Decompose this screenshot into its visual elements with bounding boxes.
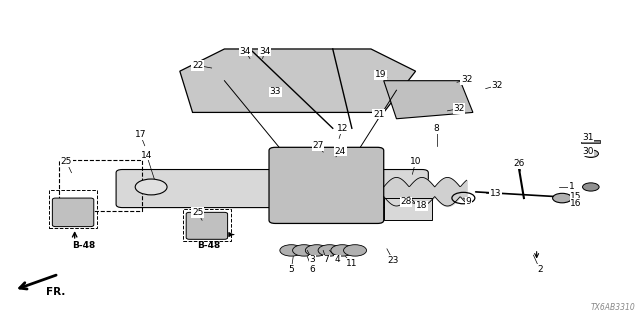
FancyBboxPatch shape bbox=[186, 212, 228, 239]
Text: 12: 12 bbox=[337, 124, 348, 133]
Text: 3: 3 bbox=[310, 255, 316, 264]
Text: 16: 16 bbox=[570, 199, 582, 208]
FancyBboxPatch shape bbox=[269, 147, 384, 223]
Text: 1: 1 bbox=[569, 182, 575, 191]
Text: TX6AB3310: TX6AB3310 bbox=[591, 303, 636, 312]
Circle shape bbox=[318, 245, 341, 256]
Circle shape bbox=[552, 193, 572, 203]
Text: 2: 2 bbox=[537, 265, 543, 274]
Text: 31: 31 bbox=[582, 133, 593, 142]
Circle shape bbox=[305, 245, 328, 256]
Text: FR.: FR. bbox=[46, 287, 65, 297]
Text: 5: 5 bbox=[289, 265, 294, 274]
Text: 4: 4 bbox=[335, 255, 340, 264]
Text: 18: 18 bbox=[416, 202, 428, 211]
Text: B-48: B-48 bbox=[72, 241, 96, 250]
Circle shape bbox=[583, 150, 598, 157]
Text: 24: 24 bbox=[335, 147, 346, 156]
Polygon shape bbox=[384, 81, 473, 119]
Text: 10: 10 bbox=[410, 157, 421, 166]
Text: 22: 22 bbox=[192, 61, 204, 70]
Text: 13: 13 bbox=[490, 189, 501, 198]
Text: 7: 7 bbox=[323, 255, 329, 264]
Bar bbox=[49, 190, 97, 228]
Text: 25: 25 bbox=[61, 157, 72, 166]
Circle shape bbox=[135, 179, 167, 195]
Circle shape bbox=[582, 183, 599, 191]
Text: 28: 28 bbox=[401, 197, 412, 206]
Circle shape bbox=[292, 245, 316, 256]
Circle shape bbox=[280, 245, 303, 256]
Text: 32: 32 bbox=[492, 81, 503, 90]
Circle shape bbox=[344, 245, 367, 256]
Text: 33: 33 bbox=[269, 87, 281, 96]
Bar bbox=[183, 209, 231, 241]
Text: 34: 34 bbox=[259, 47, 270, 56]
Text: 15: 15 bbox=[570, 192, 582, 201]
Text: 34: 34 bbox=[240, 47, 251, 56]
Polygon shape bbox=[180, 49, 415, 112]
Text: 8: 8 bbox=[434, 124, 440, 133]
Text: 11: 11 bbox=[346, 259, 358, 268]
Text: 14: 14 bbox=[141, 151, 152, 160]
FancyBboxPatch shape bbox=[52, 198, 94, 227]
Circle shape bbox=[331, 245, 354, 256]
Text: 23: 23 bbox=[388, 256, 399, 265]
Text: 19: 19 bbox=[375, 70, 387, 79]
Text: 26: 26 bbox=[513, 159, 525, 168]
Bar bbox=[384, 198, 431, 220]
Text: 17: 17 bbox=[134, 130, 146, 139]
Text: 27: 27 bbox=[312, 141, 324, 150]
Text: 25: 25 bbox=[192, 208, 204, 217]
Bar bbox=[581, 140, 600, 142]
Text: 32: 32 bbox=[461, 75, 472, 84]
Text: 9: 9 bbox=[465, 197, 471, 206]
Text: B-48: B-48 bbox=[197, 241, 220, 250]
FancyBboxPatch shape bbox=[116, 170, 428, 208]
Text: 30: 30 bbox=[582, 147, 593, 156]
Text: 32: 32 bbox=[453, 104, 465, 113]
Text: 6: 6 bbox=[310, 265, 316, 274]
Text: 21: 21 bbox=[373, 109, 384, 118]
